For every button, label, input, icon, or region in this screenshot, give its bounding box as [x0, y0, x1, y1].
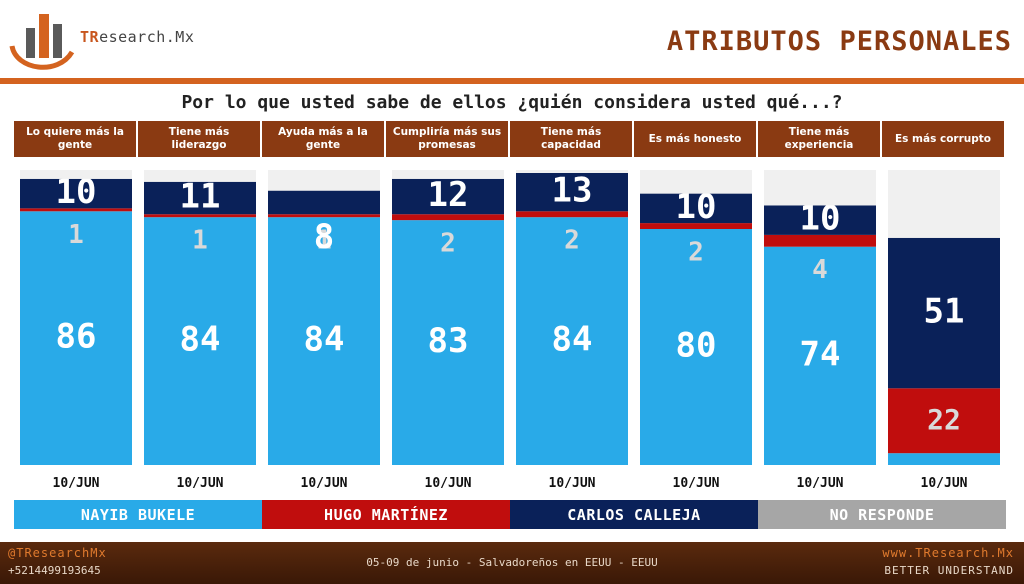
- bar-segment: [392, 220, 504, 465]
- date-label: 10/JUN: [797, 476, 844, 491]
- bar-segment: [392, 214, 504, 221]
- category-headers: Lo quiere más la gente Tiene más lideraz…: [14, 121, 1004, 157]
- bar-segment: [764, 205, 876, 235]
- stacked-bar-chart: 8611010/JUN8411110/JUN841810/JUN8321210/…: [20, 170, 1000, 496]
- bar-segment: [144, 214, 256, 218]
- date-label: 10/JUN: [549, 476, 596, 491]
- data-label: 2: [564, 226, 580, 256]
- bar-segment: [144, 181, 256, 215]
- legend-item-bukele: NAYIB BUKELE: [14, 500, 262, 529]
- date-label: 10/JUN: [673, 476, 720, 491]
- data-label: 8: [314, 217, 334, 257]
- bar-segment: [392, 178, 504, 215]
- bar-segment: [888, 170, 1000, 238]
- data-label: 1: [192, 226, 208, 256]
- bar-segment: [764, 246, 876, 465]
- data-label: 51: [924, 292, 965, 332]
- bar-segment: [268, 217, 380, 465]
- bar-segment: [888, 453, 1000, 465]
- tresearch-logo-icon: [9, 14, 75, 70]
- date-label: 10/JUN: [921, 476, 968, 491]
- data-label: 12: [428, 175, 469, 215]
- bar-segment: [268, 214, 380, 218]
- data-label: 2: [440, 229, 456, 259]
- footer-phone: +5214499193645: [8, 564, 101, 577]
- bar-segment: [144, 170, 256, 182]
- date-label: 10/JUN: [53, 476, 100, 491]
- bar-segment: [268, 170, 380, 191]
- category-header: Tiene más liderazgo: [138, 121, 260, 157]
- bar-segment: [516, 170, 628, 173]
- data-label: 11: [180, 177, 221, 217]
- data-label: 84: [552, 320, 593, 360]
- bar-segment: [20, 178, 132, 209]
- date-label: 10/JUN: [425, 476, 472, 491]
- bar-segment: [764, 234, 876, 247]
- chart-question: Por lo que usted sabe de ellos ¿quién co…: [181, 92, 843, 113]
- footer: @TResearchMx +5214499193645 05-09 de jun…: [0, 542, 1024, 584]
- data-label: 84: [180, 320, 221, 360]
- brand-name: TResearch.Mx: [80, 28, 195, 46]
- data-label: 80: [676, 326, 717, 366]
- data-label: 1: [316, 226, 332, 256]
- footer-website: www.TResearch.Mx: [882, 546, 1014, 560]
- page-title: ATRIBUTOS PERSONALES: [666, 26, 1012, 57]
- category-header: Es más corrupto: [882, 121, 1004, 157]
- category-header: Es más honesto: [634, 121, 756, 157]
- bar-segment: [764, 170, 876, 206]
- category-header: Lo quiere más la gente: [14, 121, 136, 157]
- bar-segment: [20, 170, 132, 179]
- legend-item-martinez: HUGO MARTÍNEZ: [262, 500, 510, 529]
- category-header: Tiene más experiencia: [758, 121, 880, 157]
- data-label: 83: [428, 321, 469, 361]
- data-label: 13: [552, 171, 593, 211]
- bar-segment: [516, 172, 628, 212]
- bar-segment: [888, 388, 1000, 454]
- data-label: 22: [927, 403, 961, 436]
- category-header: Cumpliría más sus promesas: [386, 121, 508, 157]
- bar-segment: [888, 237, 1000, 389]
- footer-tagline: BETTER UNDERSTAND: [884, 564, 1014, 577]
- bar-segment: [640, 170, 752, 194]
- legend-item-no-responde: NO RESPONDE: [758, 500, 1006, 529]
- footer-center-text: 05-09 de junio - Salvadoreños en EEUU - …: [366, 556, 658, 569]
- data-label: 4: [934, 468, 954, 496]
- data-label: 84: [304, 320, 345, 360]
- header-band: [0, 0, 1024, 78]
- bar-segment: [392, 170, 504, 179]
- footer-handle: @TResearchMx: [8, 546, 107, 560]
- data-label: 74: [800, 334, 841, 374]
- date-label: 10/JUN: [177, 476, 224, 491]
- bar-segment: [20, 211, 132, 465]
- bar-segment: [516, 211, 628, 218]
- category-header: Ayuda más a la gente: [262, 121, 384, 157]
- bar-segment: [268, 190, 380, 215]
- bar-segment: [516, 217, 628, 465]
- bar-segment: [640, 229, 752, 465]
- date-label: 10/JUN: [301, 476, 348, 491]
- divider: [0, 78, 1024, 84]
- data-label: 2: [688, 238, 704, 268]
- legend: NAYIB BUKELE HUGO MARTÍNEZ CARLOS CALLEJ…: [14, 500, 1006, 529]
- bar-segment: [640, 223, 752, 229]
- bar-segment: [144, 217, 256, 465]
- data-label: 4: [812, 255, 828, 285]
- bar-segment: [20, 208, 132, 212]
- category-header: Tiene más capacidad: [510, 121, 632, 157]
- bar-segment: [640, 193, 752, 224]
- data-label: 86: [56, 317, 97, 357]
- legend-item-calleja: CARLOS CALLEJA: [510, 500, 758, 529]
- data-label: 1: [68, 220, 84, 250]
